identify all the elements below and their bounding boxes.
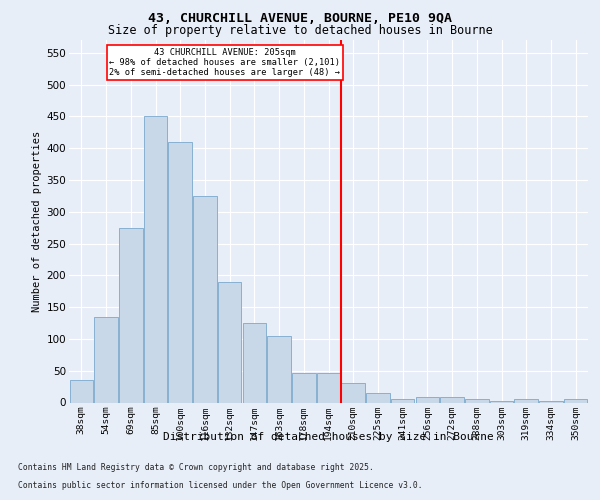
Y-axis label: Number of detached properties: Number of detached properties	[32, 130, 43, 312]
Bar	[416, 397, 439, 402]
Bar	[317, 373, 340, 402]
Bar	[169, 142, 192, 403]
Bar	[242, 323, 266, 402]
Bar	[465, 400, 488, 402]
Bar	[514, 400, 538, 402]
Text: 43 CHURCHILL AVENUE: 205sqm
← 98% of detached houses are smaller (2,101)
2% of s: 43 CHURCHILL AVENUE: 205sqm ← 98% of det…	[109, 48, 340, 78]
Bar	[292, 373, 316, 402]
Text: Contains HM Land Registry data © Crown copyright and database right 2025.: Contains HM Land Registry data © Crown c…	[18, 464, 374, 472]
Bar	[119, 228, 143, 402]
Bar	[144, 116, 167, 403]
Text: Distribution of detached houses by size in Bourne: Distribution of detached houses by size …	[163, 432, 494, 442]
Bar	[366, 393, 389, 402]
Bar	[440, 397, 464, 402]
Bar	[70, 380, 93, 402]
Bar	[391, 400, 415, 402]
Text: Contains public sector information licensed under the Open Government Licence v3: Contains public sector information licen…	[18, 481, 422, 490]
Bar	[490, 401, 513, 402]
Bar	[94, 316, 118, 402]
Text: 43, CHURCHILL AVENUE, BOURNE, PE10 9QA: 43, CHURCHILL AVENUE, BOURNE, PE10 9QA	[148, 12, 452, 26]
Bar	[564, 400, 587, 402]
Text: Size of property relative to detached houses in Bourne: Size of property relative to detached ho…	[107, 24, 493, 37]
Bar	[218, 282, 241, 403]
Bar	[341, 384, 365, 402]
Bar	[539, 401, 563, 402]
Bar	[193, 196, 217, 402]
Bar	[268, 336, 291, 402]
